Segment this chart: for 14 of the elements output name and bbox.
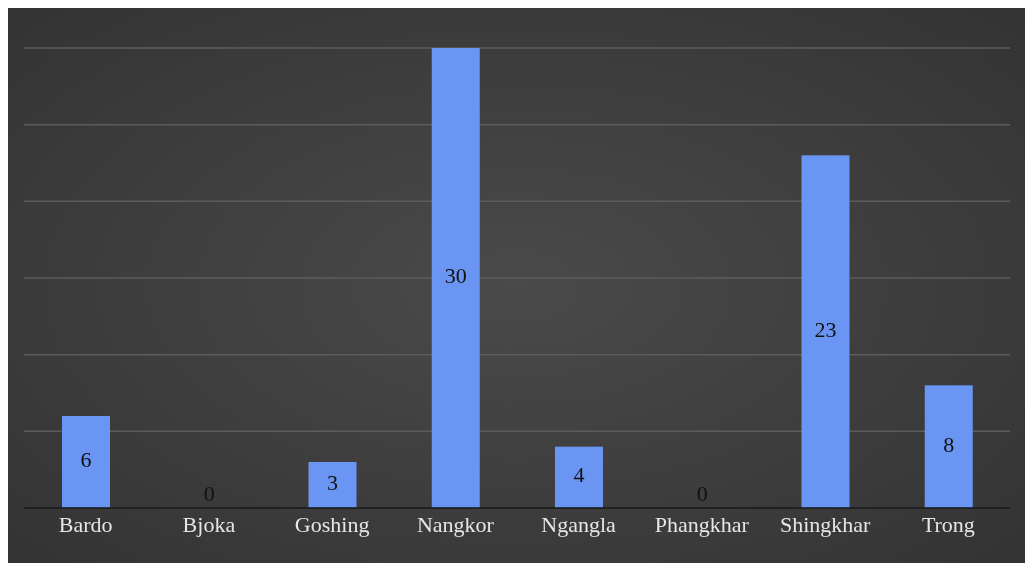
- data-label: 3: [327, 470, 338, 496]
- data-label: 23: [814, 316, 837, 342]
- x-tick-label: Ngangla: [541, 511, 617, 537]
- data-label: 30: [444, 263, 467, 289]
- x-tick-label: Nangkor: [416, 511, 495, 537]
- data-label: 8: [943, 431, 955, 457]
- x-tick-label: Phangkhar: [654, 511, 750, 537]
- x-tick-label: Shingkhar: [779, 511, 872, 537]
- x-tick-label: Goshing: [294, 511, 370, 537]
- x-tick-label: Bjoka: [182, 511, 236, 537]
- data-label: 6: [80, 447, 92, 473]
- x-tick-label: Bardo: [58, 511, 113, 537]
- x-tick-label: Trong: [921, 511, 975, 537]
- data-label: 4: [573, 462, 585, 488]
